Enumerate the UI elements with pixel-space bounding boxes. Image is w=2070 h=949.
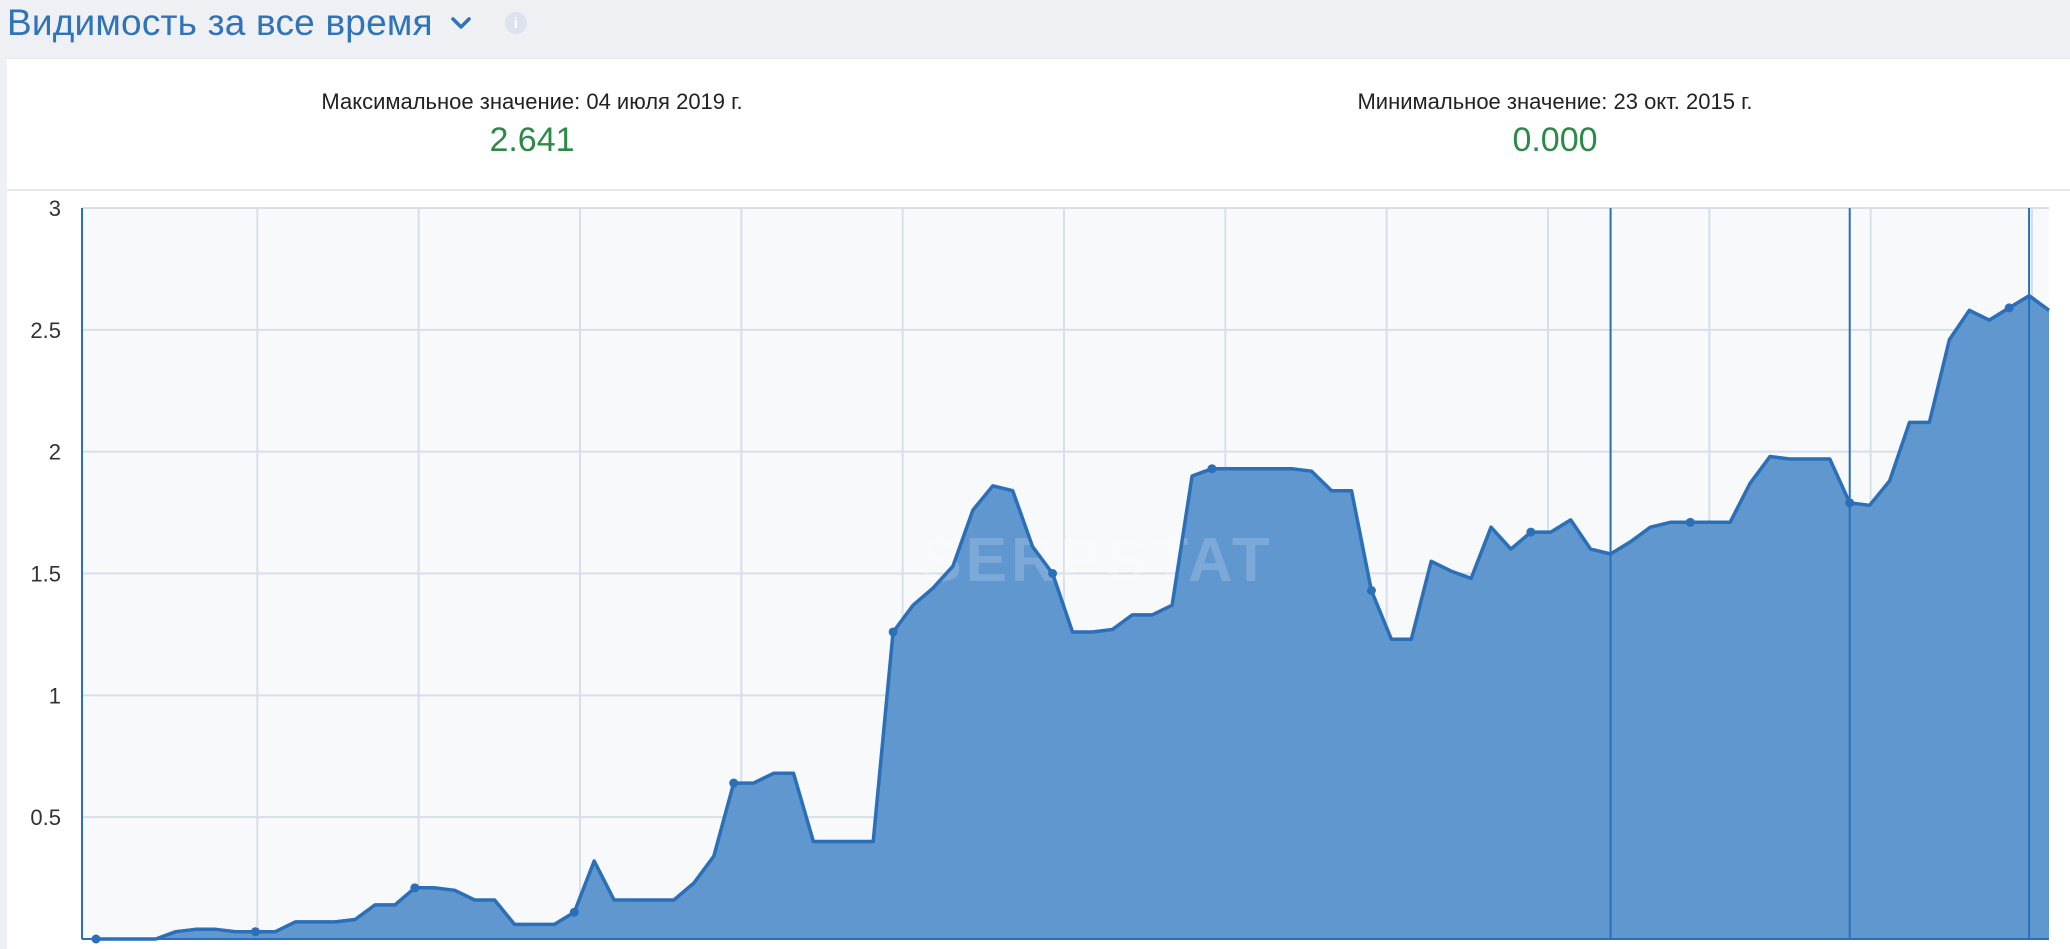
data-point (1048, 569, 1058, 578)
max-stat-value: 2.641 (489, 121, 575, 159)
data-point (2004, 303, 2014, 313)
data-point (410, 883, 420, 893)
min-stat-label: Минимальное значение: 23 окт. 2015 г. (1357, 89, 1753, 114)
min-stat: Минимальное значение: 23 окт. 2015 г. 0.… (1205, 89, 1905, 160)
y-tick-label: 1 (49, 683, 61, 708)
data-point (1845, 498, 1855, 508)
data-point (888, 627, 898, 637)
series-line (96, 293, 2051, 941)
section-title: Видимость за все время (7, 2, 433, 43)
data-point (1526, 527, 1536, 537)
info-icon[interactable]: i (504, 12, 527, 34)
data-point (729, 778, 739, 788)
visibility-chart: 32.521.510.523 окт. 1512 февр. 1627 мая … (30, 196, 2051, 944)
data-point (1207, 464, 1217, 474)
data-point (569, 907, 579, 917)
max-stat-label: Максимальное значение: 04 июля 2019 г. (321, 89, 743, 114)
y-tick-label: 2.5 (30, 318, 61, 343)
watermark-text: SERPSTAT (920, 526, 1274, 595)
stats-row: Максимальное значение: 04 июля 2019 г. 2… (7, 59, 2070, 191)
y-tick-label: 3 (49, 196, 61, 221)
chevron-down-icon[interactable] (447, 9, 475, 37)
data-point (250, 927, 260, 937)
y-tick-label: 1.5 (30, 562, 61, 587)
series-area (96, 295, 2049, 939)
data-point (1366, 586, 1376, 596)
min-stat-value: 0.000 (1512, 121, 1598, 159)
y-tick-label: 0.5 (30, 805, 61, 830)
max-stat: Максимальное значение: 04 июля 2019 г. 2… (182, 89, 882, 160)
y-tick-label: 2 (49, 440, 61, 465)
section-header: Видимость за все время i (7, 0, 527, 46)
data-point (1685, 517, 1695, 527)
visibility-card: Максимальное значение: 04 июля 2019 г. 2… (7, 58, 2070, 949)
